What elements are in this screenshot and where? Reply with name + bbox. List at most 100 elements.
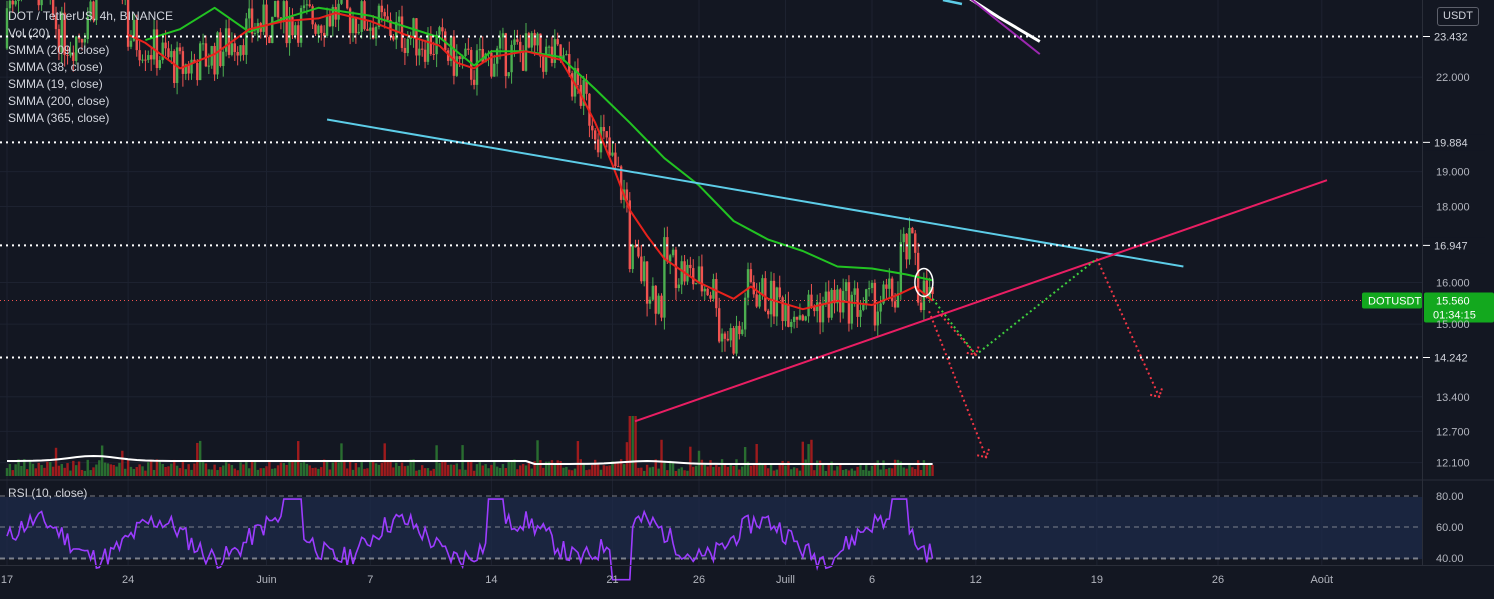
- volume-bar: [842, 470, 844, 476]
- legend-volume[interactable]: Vol (20): [8, 25, 173, 42]
- candle-body: [199, 43, 201, 80]
- volume-bar: [894, 460, 896, 476]
- volume-bar: [631, 416, 633, 476]
- volume-bar: [179, 468, 181, 476]
- volume-bar: [458, 469, 460, 476]
- candle-body: [617, 166, 619, 167]
- rsi-legend[interactable]: RSI (10, close): [8, 486, 87, 500]
- volume-bar: [603, 465, 605, 476]
- candle-body: [565, 54, 567, 55]
- volume-bar: [219, 467, 221, 476]
- volume-bar: [580, 459, 582, 476]
- volume-bar: [833, 470, 835, 476]
- volume-bar: [796, 468, 798, 476]
- time-tick-label: 19: [1091, 574, 1103, 586]
- volume-bar: [78, 462, 80, 476]
- volume-bar: [519, 465, 521, 476]
- volume-bar: [366, 468, 368, 476]
- volume-bar: [571, 470, 573, 476]
- legend-smma-365[interactable]: SMMA (365, close): [8, 110, 173, 127]
- candle-body: [369, 28, 371, 31]
- volume-bar: [476, 464, 478, 476]
- volume-bar: [450, 464, 452, 476]
- candle-body: [606, 131, 608, 137]
- volume-bar: [87, 460, 89, 476]
- candle-body: [643, 261, 645, 281]
- candle-body: [222, 52, 224, 66]
- volume-bar: [254, 461, 256, 476]
- candle-body: [730, 328, 732, 340]
- price-tick-label: 15.000: [1436, 319, 1470, 331]
- volume-bar: [32, 464, 34, 476]
- candle-body: [14, 1, 16, 4]
- candle-body: [646, 261, 648, 303]
- volume-bar: [225, 462, 227, 476]
- volume-bar: [626, 442, 628, 476]
- candle-body: [306, 4, 308, 5]
- volume-bar: [360, 462, 362, 476]
- candle-body: [675, 250, 677, 288]
- currency-badge[interactable]: USDT: [1437, 7, 1479, 26]
- volume-bar: [903, 467, 905, 476]
- candle-body: [366, 29, 368, 31]
- volume-bar: [248, 468, 250, 476]
- time-tick-label: 14: [485, 574, 497, 586]
- volume-bar: [862, 470, 864, 476]
- candle-body: [741, 330, 743, 335]
- volume-bar: [493, 460, 495, 476]
- legend-smma-19[interactable]: SMMA (19, close): [8, 76, 173, 93]
- volume-bar: [14, 464, 16, 476]
- candle-body: [652, 286, 654, 300]
- candle-body: [770, 281, 772, 314]
- volume-bar: [750, 466, 752, 476]
- volume-bar: [652, 467, 654, 476]
- volume-bar: [807, 444, 809, 476]
- volume-bar: [591, 465, 593, 476]
- volume-bar: [554, 465, 556, 476]
- volume-bar: [291, 461, 293, 476]
- volume-bar: [392, 467, 394, 476]
- volume-bar: [931, 465, 933, 476]
- volume-bar: [104, 463, 106, 476]
- candle-body: [706, 289, 708, 295]
- candle-body: [787, 304, 789, 326]
- volume-bar: [159, 460, 161, 476]
- candle-body: [213, 46, 215, 74]
- volume-bar: [340, 443, 342, 476]
- candle-body: [274, 1, 276, 17]
- candle-body: [513, 39, 515, 44]
- candle-body: [871, 283, 873, 288]
- candle-body: [704, 289, 706, 292]
- candle-body: [536, 34, 538, 46]
- candle-body: [196, 63, 198, 80]
- legend-smma-209[interactable]: SMMA (209, close): [8, 42, 173, 59]
- volume-bar: [920, 470, 922, 476]
- volume-bar: [81, 470, 83, 476]
- volume-bar: [61, 464, 63, 476]
- volume-bar: [112, 465, 114, 476]
- volume-bar: [404, 466, 406, 476]
- candle-body: [597, 140, 599, 153]
- candle-body: [692, 268, 694, 284]
- volume-bar: [332, 462, 334, 476]
- volume-bar: [753, 465, 755, 476]
- volume-bar: [848, 470, 850, 476]
- candle-body: [724, 334, 726, 339]
- candle-body: [709, 295, 711, 298]
- volume-bar: [58, 466, 60, 476]
- legend-smma-38[interactable]: SMMA (38, close): [8, 59, 173, 76]
- level-label: 19.884: [1434, 137, 1468, 149]
- volume-bar: [764, 463, 766, 476]
- volume-bar: [819, 461, 821, 476]
- volume-bar: [441, 460, 443, 476]
- legend-smma-200[interactable]: SMMA (200, close): [8, 93, 173, 110]
- candle-body: [781, 297, 783, 321]
- volume-bar: [369, 461, 371, 476]
- volume-bar: [384, 443, 386, 476]
- candle-body: [205, 43, 207, 66]
- symbol-title[interactable]: DOT / TetherUS, 4h, BINANCE: [8, 8, 173, 25]
- volume-bar: [629, 416, 631, 476]
- time-tick-label: 6: [869, 574, 875, 586]
- volume-bar: [138, 464, 140, 476]
